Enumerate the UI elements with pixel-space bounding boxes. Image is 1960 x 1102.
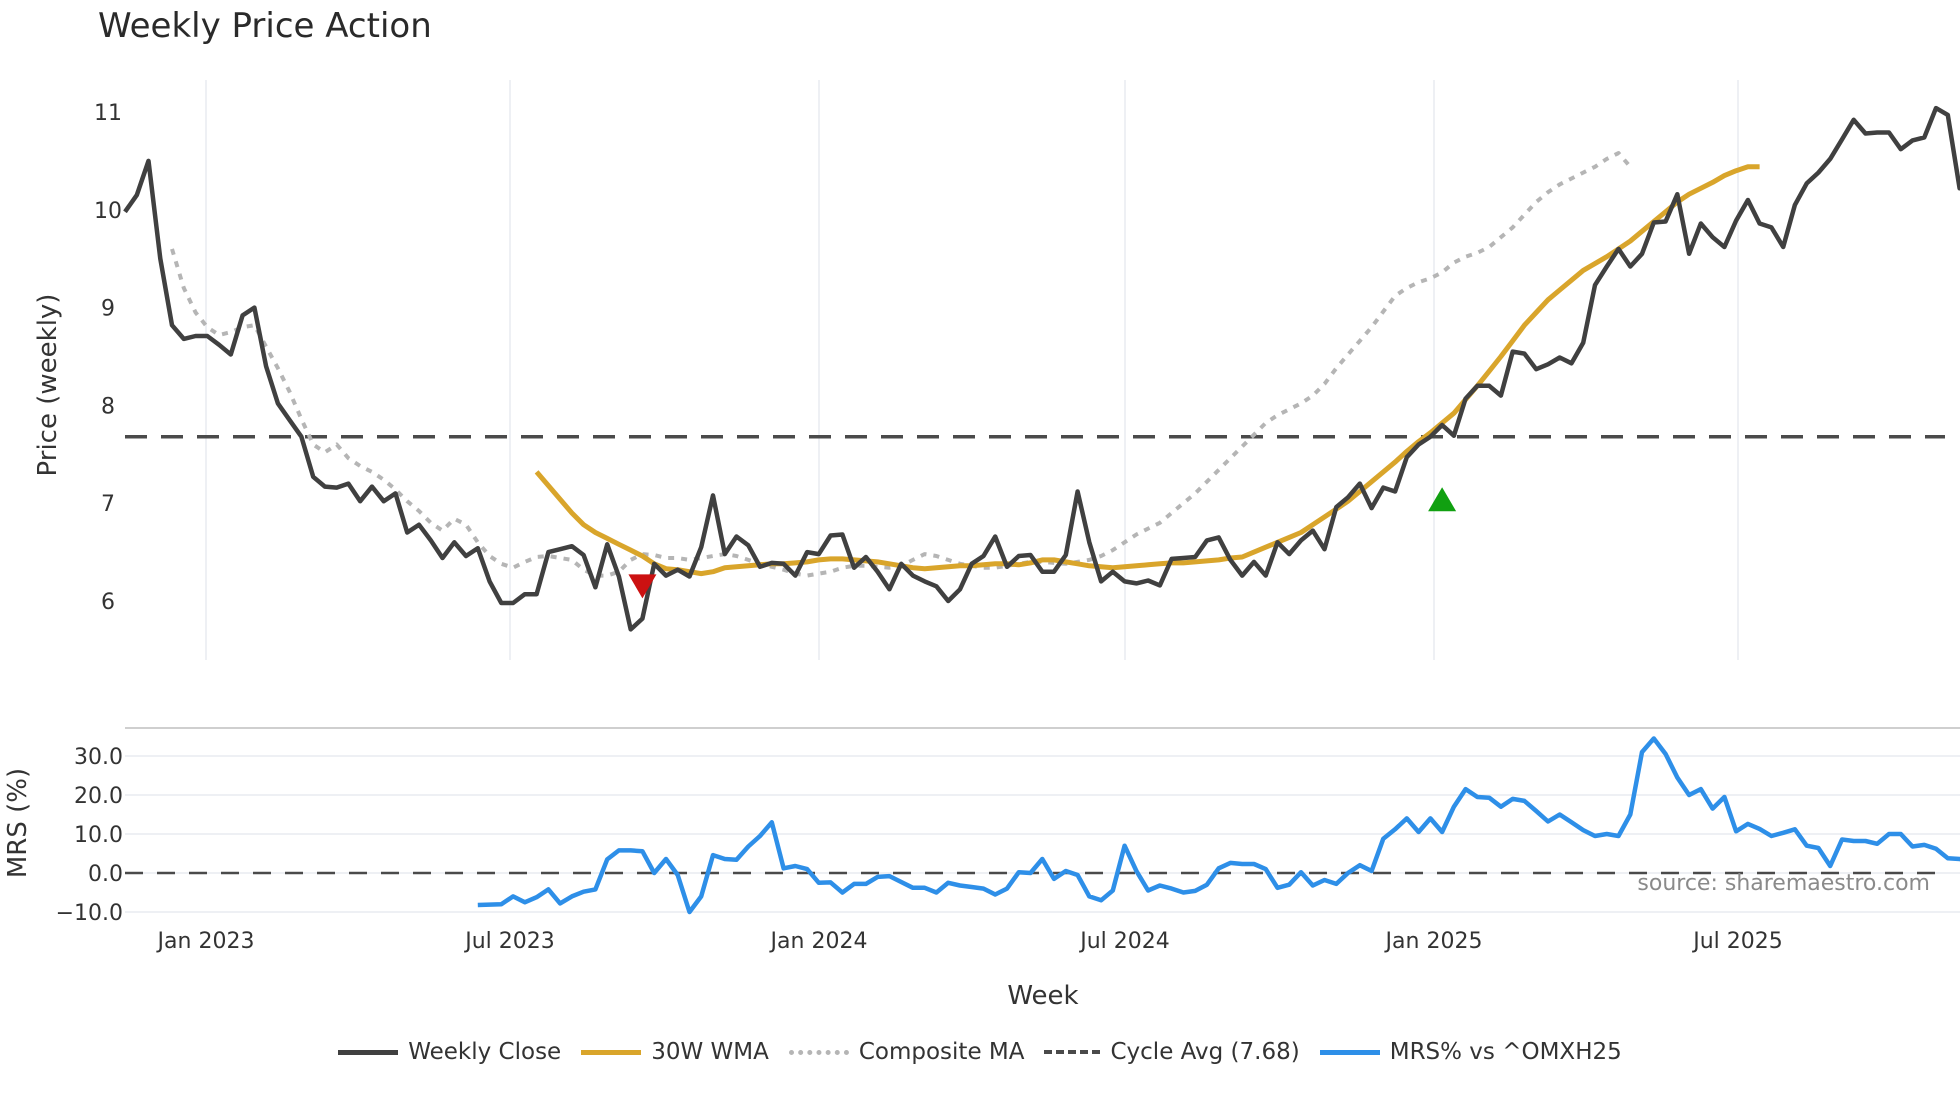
y-tick-label: 8	[101, 394, 115, 419]
solid-line-swatch-icon	[1319, 1049, 1380, 1055]
source-note: source: sharemaestro.com	[1637, 871, 1930, 896]
weekly-close-line	[123, 105, 1960, 632]
y-tick-label: 10.0	[74, 823, 123, 848]
legend-item[interactable]: 30W WMA	[581, 1039, 769, 1065]
composite-ma-line	[170, 151, 1632, 578]
y-tick-label: 9	[101, 297, 115, 322]
x-axis: Jan 2023 Jul 2023 Jan 2024 Jul 2024 Jan 2025…	[156, 929, 1783, 954]
legend-item[interactable]: Cycle Avg (7.68)	[1044, 1039, 1300, 1065]
series-lines	[123, 105, 1960, 915]
price-gridlines	[205, 80, 1739, 660]
price-y-axis-label: Price (weekly)	[33, 294, 63, 477]
mrs-y-axis: 30.0 20.0 10.0 0.0 −10.0	[56, 745, 123, 926]
dashed-line-swatch-icon	[1044, 1050, 1101, 1054]
chart-title: Weekly Price Action	[98, 6, 432, 46]
legend-label: 30W WMA	[651, 1039, 769, 1065]
legend-label: MRS% vs ^OMXH25	[1389, 1039, 1622, 1065]
legend-item[interactable]: MRS% vs ^OMXH25	[1319, 1039, 1622, 1065]
x-tick-label: Jan 2024	[769, 929, 868, 954]
x-tick-label: Jul 2025	[1691, 929, 1783, 954]
legend-label: Cycle Avg (7.68)	[1110, 1039, 1300, 1065]
legend: Weekly Close 30W WMA Composite MA Cycle Avg…	[0, 1030, 1960, 1074]
legend-label: Weekly Close	[408, 1039, 562, 1065]
y-tick-label: 30.0	[74, 745, 123, 770]
y-tick-label: −10.0	[56, 901, 123, 926]
x-tick-label: Jul 2023	[463, 929, 555, 954]
buy-signal-icon	[1428, 487, 1457, 512]
x-axis-label: Week	[1007, 981, 1078, 1011]
y-tick-label: 20.0	[74, 784, 123, 809]
solid-line-swatch-icon	[581, 1049, 642, 1055]
y-tick-label: 7	[101, 492, 115, 517]
wma-line	[534, 164, 1760, 577]
y-tick-label: 6	[101, 590, 115, 615]
y-tick-label: 11	[94, 101, 122, 126]
mrs-y-axis-label: MRS (%)	[3, 768, 33, 878]
solid-line-swatch-icon	[338, 1049, 399, 1055]
mrs-line	[477, 736, 1960, 915]
x-tick-label: Jan 2025	[1384, 929, 1483, 954]
legend-item[interactable]: Composite MA	[788, 1039, 1025, 1065]
legend-label: Composite MA	[858, 1039, 1025, 1065]
sell-signal-icon	[628, 574, 657, 599]
x-tick-label: Jul 2024	[1078, 929, 1170, 954]
legend-item[interactable]: Weekly Close	[338, 1039, 561, 1065]
y-tick-label: 0.0	[88, 862, 123, 887]
price-y-axis: 6 7 8 9 10 11	[94, 101, 122, 615]
dotted-line-swatch-icon	[788, 1049, 849, 1055]
y-tick-label: 10	[94, 199, 122, 224]
mrs-gridlines	[125, 755, 1960, 913]
x-tick-label: Jan 2023	[156, 929, 255, 954]
